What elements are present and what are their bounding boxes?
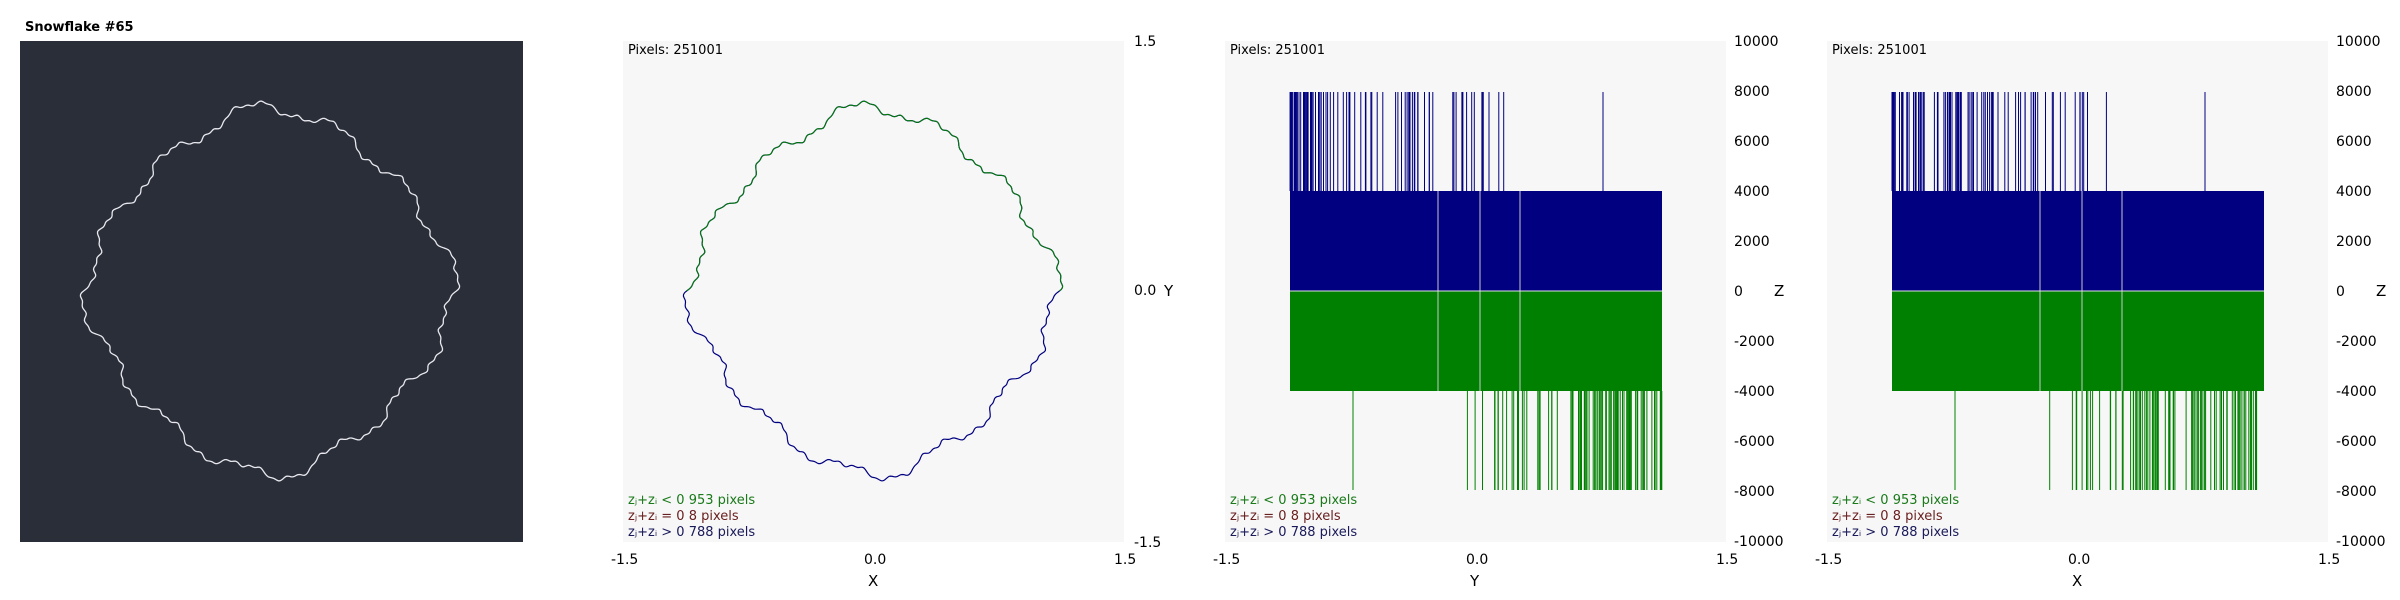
yz-z-tick: -4000 [1734, 384, 1775, 400]
negative-block [1290, 291, 1662, 391]
legend-positive: zⱼ+zᵢ > 0 788 pixels [1832, 525, 1960, 540]
xy-plot-area [623, 41, 1124, 542]
x-tick-right: 1.5 [1114, 552, 1137, 568]
snowflake-canvas [20, 41, 523, 542]
xz-z-tick: 6000 [2336, 134, 2372, 150]
snowflake-outline [79, 100, 461, 482]
legend-negative: zⱼ+zᵢ < 0 953 pixels [628, 493, 756, 508]
xz-x-tick-left: -1.5 [1815, 552, 1843, 568]
xz-plot-area [1827, 41, 2328, 542]
yz-x-tick-mid: 0.0 [1466, 552, 1489, 568]
legend-zero: zⱼ+zᵢ = 0 8 pixels [628, 509, 739, 524]
xz-z-tick: 4000 [2336, 184, 2372, 200]
yz-x-axis-label: Y [1470, 572, 1480, 590]
xz-z-tick: -4000 [2336, 384, 2377, 400]
xz-histogram [1891, 92, 2264, 490]
xz-z-tick: -8000 [2336, 484, 2377, 500]
yz-x-tick-left: -1.5 [1213, 552, 1241, 568]
xz-z-tick: -2000 [2336, 334, 2377, 350]
snowflake-title: Snowflake #65 [25, 20, 134, 35]
yz-x-tick-right: 1.5 [1716, 552, 1739, 568]
xz-z-axis-label: Z [2376, 282, 2387, 300]
y-tick-top: 1.5 [1134, 34, 1157, 50]
y-tick-mid: 0.0 [1134, 283, 1157, 299]
yz-legend: zⱼ+zᵢ < 0 953 pixels zⱼ+zᵢ = 0 8 pixels … [1230, 493, 1357, 541]
positive-block [1892, 191, 2264, 291]
yz-z-tick: -6000 [1734, 434, 1775, 450]
legend-negative: zⱼ+zᵢ < 0 953 pixels [1230, 493, 1358, 508]
yz-z-tick: 6000 [1734, 134, 1770, 150]
xz-z-tick: -10000 [2336, 534, 2386, 550]
snowflake-curve [79, 100, 461, 482]
xy-curve-positive [682, 100, 1064, 482]
y-tick-bottom: -1.5 [1134, 535, 1162, 551]
yz-z-tick: -8000 [1734, 484, 1775, 500]
xz-z-tick: 2000 [2336, 234, 2372, 250]
yz-z-tick: 8000 [1734, 84, 1770, 100]
yz-z-axis-label: Z [1774, 282, 1785, 300]
xz-x-tick-right: 1.5 [2318, 552, 2341, 568]
xz-z-tick: 8000 [2336, 84, 2372, 100]
legend-negative: zⱼ+zᵢ < 0 953 pixels [1832, 493, 1960, 508]
legend-positive: zⱼ+zᵢ > 0 788 pixels [1230, 525, 1358, 540]
xz-z-tick: 10000 [2336, 34, 2381, 50]
x-tick-left: -1.5 [611, 552, 639, 568]
xz-pixels-label: Pixels: 251001 [1832, 43, 1927, 58]
legend-positive: zⱼ+zᵢ > 0 788 pixels [628, 525, 756, 540]
xz-z-tick: -6000 [2336, 434, 2377, 450]
yz-z-tick: -10000 [1734, 534, 1784, 550]
x-tick-mid: 0.0 [864, 552, 887, 568]
y-axis-label: Y [1164, 282, 1174, 300]
negative-block [1892, 291, 2264, 391]
legend-zero: zⱼ+zᵢ = 0 8 pixels [1230, 509, 1341, 524]
xy-pixels-label: Pixels: 251001 [628, 43, 723, 58]
yz-z-tick: 0 [1734, 284, 1743, 300]
yz-histogram [1289, 92, 1663, 490]
yz-z-tick: 2000 [1734, 234, 1770, 250]
xz-x-axis-label: X [2072, 572, 2083, 590]
xz-x-tick-mid: 0.0 [2068, 552, 2091, 568]
x-axis-label: X [868, 572, 879, 590]
yz-pixels-label: Pixels: 251001 [1230, 43, 1325, 58]
yz-z-tick: 4000 [1734, 184, 1770, 200]
xy-curve-negative [686, 100, 1064, 292]
xy-outline [682, 100, 1064, 482]
legend-zero: zⱼ+zᵢ = 0 8 pixels [1832, 509, 1943, 524]
yz-plot-area [1225, 41, 1726, 542]
yz-z-tick: -2000 [1734, 334, 1775, 350]
positive-block [1290, 191, 1662, 291]
xy-legend: zⱼ+zᵢ < 0 953 pixels zⱼ+zᵢ = 0 8 pixels … [628, 493, 755, 541]
yz-z-tick: 10000 [1734, 34, 1779, 50]
xz-z-tick: 0 [2336, 284, 2345, 300]
xz-legend: zⱼ+zᵢ < 0 953 pixels zⱼ+zᵢ = 0 8 pixels … [1832, 493, 1959, 541]
